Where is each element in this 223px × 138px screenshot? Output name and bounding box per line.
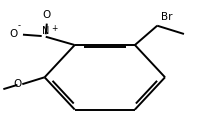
Text: Br: Br: [161, 12, 173, 22]
Text: N: N: [42, 26, 50, 36]
Text: -: -: [18, 21, 21, 30]
Text: O: O: [10, 29, 18, 39]
Text: O: O: [13, 79, 21, 89]
Text: O: O: [43, 10, 51, 20]
Text: +: +: [51, 24, 58, 33]
